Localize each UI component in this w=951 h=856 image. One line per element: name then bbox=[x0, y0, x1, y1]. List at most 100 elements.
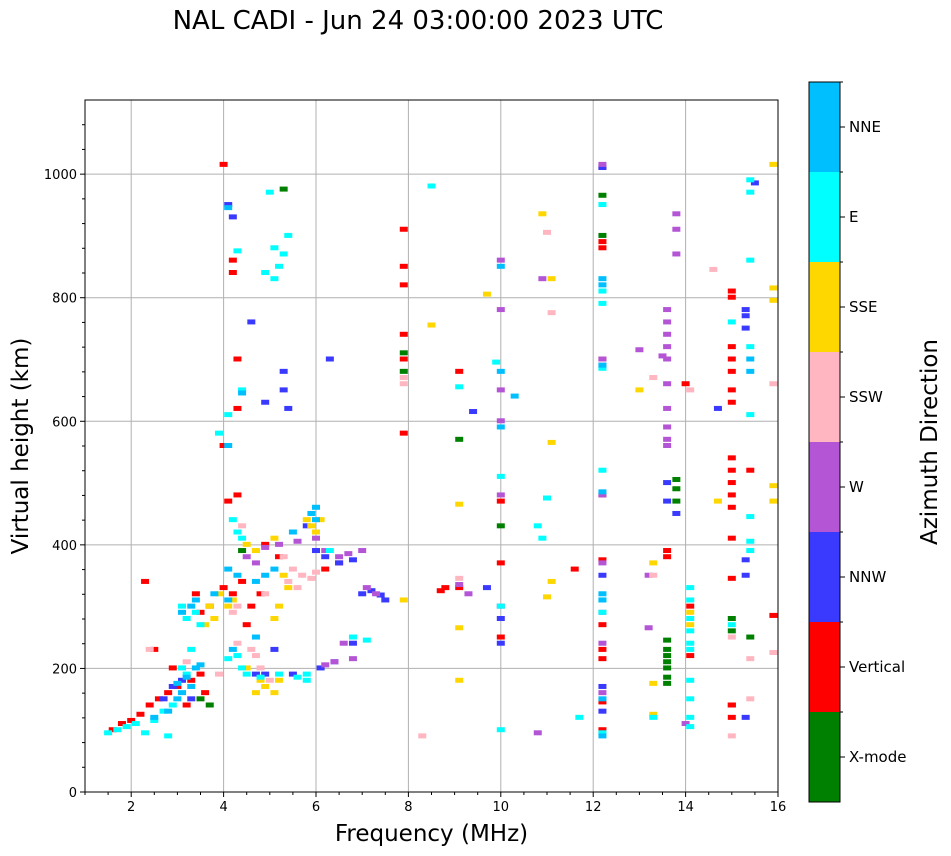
point-vertical bbox=[219, 161, 228, 167]
point-nnw bbox=[288, 671, 297, 677]
point-vertical bbox=[150, 646, 159, 652]
point-vertical bbox=[746, 467, 755, 473]
point-nne bbox=[224, 566, 233, 572]
point-x-mode bbox=[205, 702, 214, 708]
point-nnw bbox=[598, 708, 607, 714]
point-x-mode bbox=[238, 548, 247, 554]
point-vertical bbox=[201, 690, 210, 696]
point-vertical bbox=[108, 727, 117, 733]
x-tick-label: 8 bbox=[404, 800, 412, 815]
point-nnw bbox=[251, 671, 260, 677]
point-vertical bbox=[598, 646, 607, 652]
point-w bbox=[348, 656, 357, 662]
point-nne bbox=[251, 578, 260, 584]
point-e bbox=[727, 319, 736, 325]
x-tick-label: 4 bbox=[219, 800, 227, 815]
point-w bbox=[330, 659, 339, 665]
point-e bbox=[746, 344, 755, 350]
point-ssw bbox=[312, 569, 320, 575]
point-e bbox=[598, 300, 607, 306]
point-sse bbox=[543, 594, 551, 600]
point-ssw bbox=[228, 609, 237, 615]
point-ssw bbox=[238, 523, 247, 529]
point-nne bbox=[261, 572, 270, 578]
point-vertical bbox=[598, 727, 607, 733]
point-e bbox=[224, 412, 233, 418]
point-sse bbox=[275, 603, 284, 609]
point-vertical bbox=[727, 480, 736, 486]
point-e bbox=[427, 183, 436, 189]
point-nnw bbox=[663, 498, 672, 504]
point-sse bbox=[769, 285, 778, 291]
point-e bbox=[598, 202, 607, 208]
point-nnw bbox=[261, 671, 270, 677]
point-e bbox=[746, 177, 755, 183]
point-nnw bbox=[381, 597, 390, 603]
point-vertical bbox=[136, 711, 145, 717]
point-nnw bbox=[279, 387, 288, 393]
point-sse bbox=[275, 677, 284, 683]
point-ssw bbox=[709, 266, 718, 272]
colorbar-segment bbox=[809, 442, 840, 532]
y-tick-label: 0 bbox=[69, 786, 77, 801]
point-nnw bbox=[358, 591, 367, 597]
point-nne bbox=[224, 443, 233, 448]
point-e bbox=[270, 245, 279, 251]
point-nne bbox=[228, 646, 237, 652]
point-vertical bbox=[663, 554, 672, 560]
y-axis-label: Virtual height (km) bbox=[8, 338, 34, 555]
point-nne bbox=[312, 504, 320, 510]
point-ssw bbox=[261, 591, 270, 597]
point-nne bbox=[496, 368, 505, 374]
point-vertical bbox=[228, 591, 237, 597]
colorbar-category-label: SSW bbox=[849, 388, 883, 406]
point-e bbox=[228, 517, 237, 523]
colorbar-category-label: E bbox=[849, 208, 858, 226]
point-w bbox=[663, 307, 672, 313]
point-nnw bbox=[741, 714, 750, 720]
point-e bbox=[686, 696, 695, 702]
point-vertical bbox=[496, 560, 505, 566]
point-sse bbox=[205, 603, 214, 609]
point-nne bbox=[598, 696, 607, 702]
point-sse bbox=[284, 585, 293, 591]
colorbar-segment bbox=[809, 532, 840, 622]
colorbar-category-label: Vertical bbox=[849, 658, 905, 676]
point-w bbox=[538, 276, 547, 282]
point-nnw bbox=[284, 405, 293, 411]
point-ssw bbox=[182, 659, 191, 665]
point-w bbox=[335, 554, 344, 560]
point-e bbox=[686, 646, 695, 652]
point-ssw bbox=[265, 677, 274, 683]
point-e bbox=[686, 616, 695, 621]
point-ssw bbox=[727, 733, 736, 739]
point-e bbox=[746, 514, 755, 520]
point-ssw bbox=[418, 733, 427, 739]
point-e bbox=[492, 359, 501, 365]
point-sse bbox=[279, 572, 288, 578]
point-vertical bbox=[496, 634, 505, 640]
point-vertical bbox=[436, 588, 445, 594]
point-w bbox=[598, 560, 607, 566]
point-nnw bbox=[741, 572, 750, 578]
point-e bbox=[325, 548, 334, 554]
point-nnw bbox=[247, 319, 256, 325]
colorbar-segment bbox=[809, 712, 840, 802]
x-tick-label: 12 bbox=[585, 800, 602, 815]
point-nnw bbox=[312, 548, 320, 554]
point-e bbox=[302, 677, 311, 683]
point-w bbox=[663, 344, 672, 350]
point-vertical bbox=[598, 239, 607, 245]
point-nnw bbox=[713, 405, 722, 411]
point-sse bbox=[210, 616, 219, 621]
point-vertical bbox=[727, 368, 736, 374]
point-e bbox=[196, 622, 205, 628]
point-x-mode bbox=[663, 653, 672, 659]
point-ssw bbox=[145, 646, 154, 652]
point-e bbox=[164, 733, 173, 739]
point-nnw bbox=[279, 368, 288, 374]
point-sse bbox=[201, 622, 210, 628]
point-vertical bbox=[321, 566, 330, 572]
point-w bbox=[275, 541, 284, 547]
point-e bbox=[686, 628, 695, 634]
